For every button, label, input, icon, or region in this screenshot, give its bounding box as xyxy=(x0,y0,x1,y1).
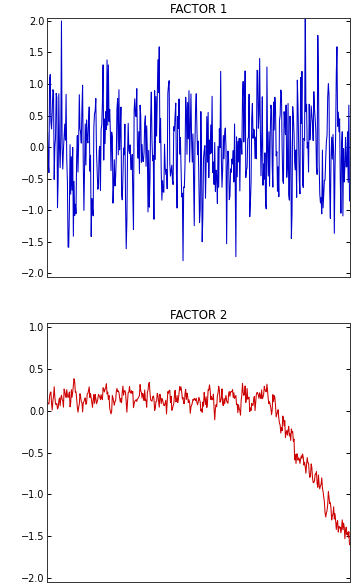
Title: FACTOR 1: FACTOR 1 xyxy=(170,4,227,16)
Title: FACTOR 2: FACTOR 2 xyxy=(170,309,227,322)
